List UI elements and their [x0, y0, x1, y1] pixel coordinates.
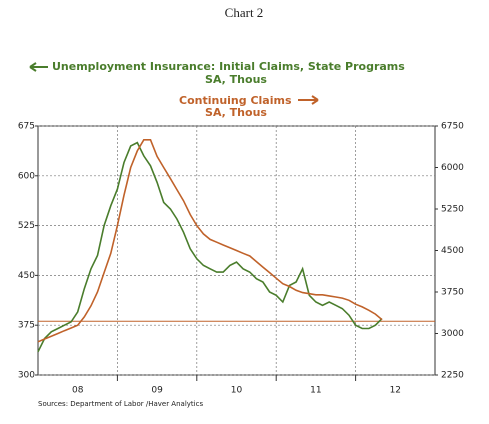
legend-arrow-head — [311, 95, 319, 105]
chart-title: Chart 2 — [225, 5, 264, 20]
legend-sub: SA, Thous — [205, 73, 267, 86]
x-tick-label: 09 — [151, 386, 163, 396]
y-tick-label: 450 — [18, 271, 35, 281]
x-tick-label: 11 — [310, 386, 321, 396]
y2-tick-label: 5250 — [441, 205, 464, 215]
y-tick-label: 375 — [18, 321, 35, 331]
series-line — [37, 139, 383, 343]
x-tick-label: 12 — [390, 386, 401, 396]
y2-tick-label: 3000 — [441, 329, 464, 339]
y2-tick-label: 4500 — [441, 246, 464, 256]
legend-sub: SA, Thous — [205, 106, 267, 119]
source: Sources: Department of Labor /Haver Anal… — [38, 400, 203, 408]
y2-tick-label: 6000 — [441, 163, 464, 173]
x-tick-label: 08 — [72, 386, 84, 396]
y-tick-label: 300 — [18, 371, 35, 381]
legend-arrow-head — [29, 62, 37, 72]
series-line — [37, 141, 383, 353]
y-tick-label: 525 — [18, 221, 35, 231]
legend-label: Unemployment Insurance: Initial Claims, … — [52, 60, 405, 73]
y2-tick-label: 2250 — [441, 371, 464, 381]
y2-tick-label: 3750 — [441, 288, 464, 298]
y-tick-label: 675 — [18, 122, 35, 132]
y-tick-label: 600 — [18, 171, 35, 181]
y2-tick-label: 6750 — [441, 122, 464, 132]
legend-label: Continuing Claims — [179, 94, 292, 107]
x-tick-label: 10 — [231, 386, 243, 396]
